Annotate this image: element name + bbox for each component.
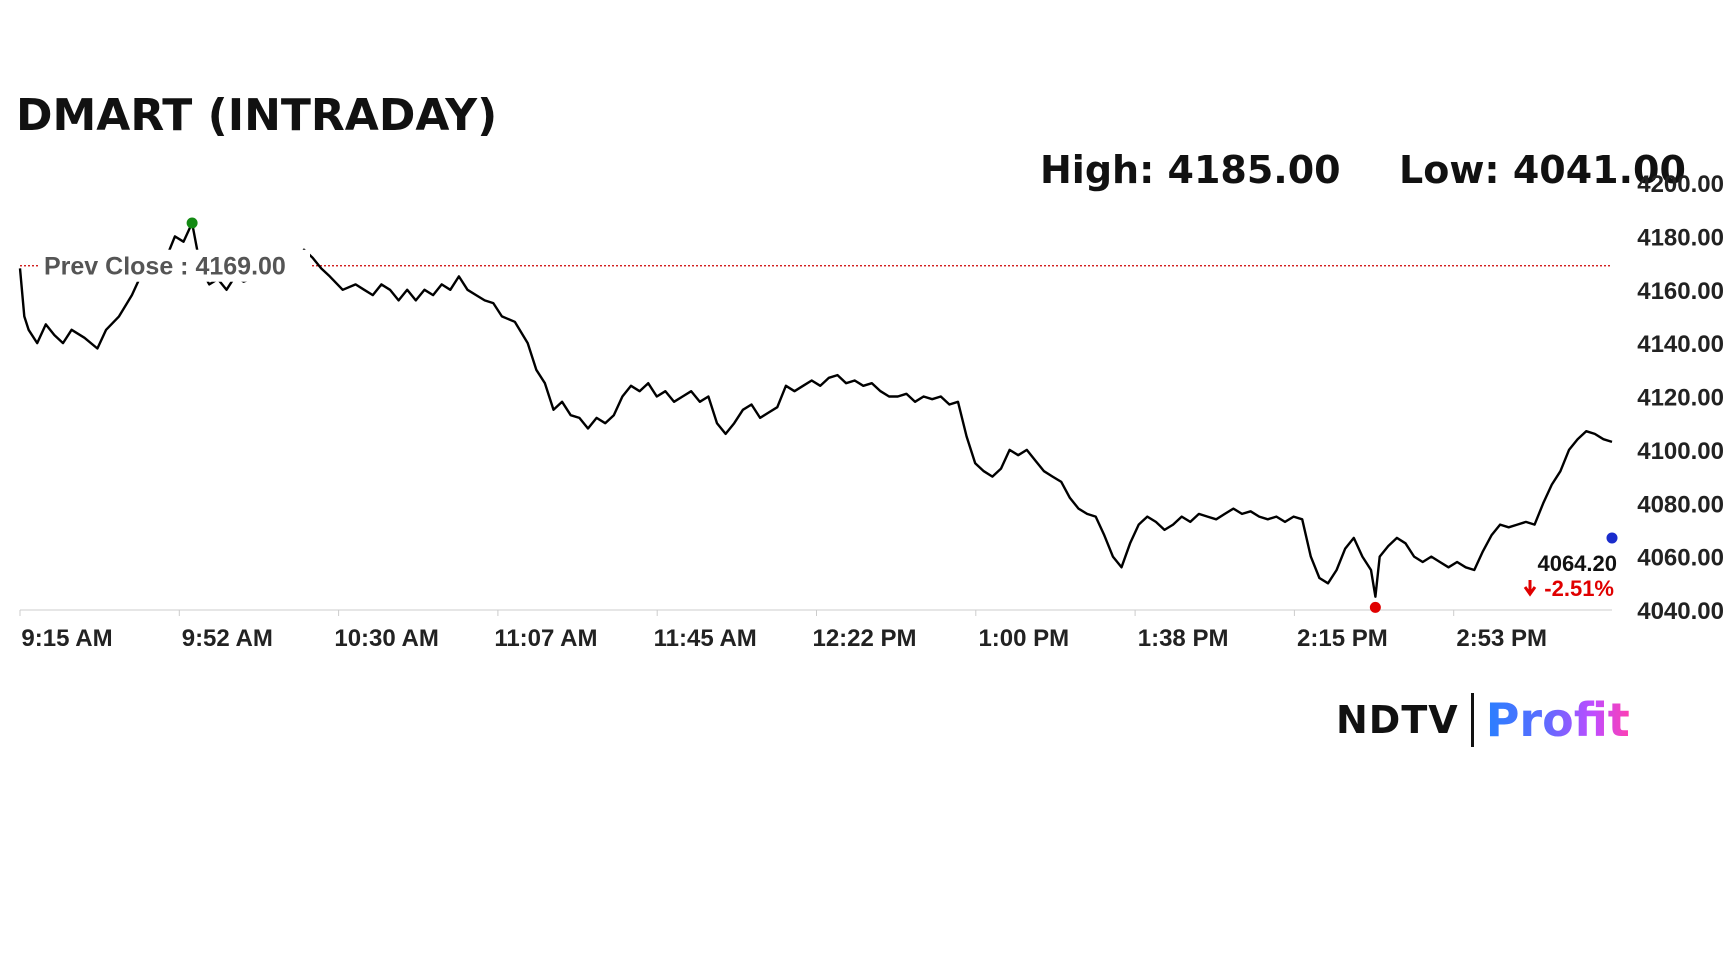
profit-wordmark: Profit	[1485, 693, 1630, 747]
down-arrow-icon	[1523, 580, 1537, 597]
prev-close-label: Prev Close : 4169.00	[44, 253, 286, 281]
y-tick-label: 4120.00	[1637, 385, 1724, 412]
y-tick-label: 4040.00	[1637, 598, 1724, 625]
logo-divider	[1470, 693, 1474, 747]
x-tick-label: 1:38 PM	[1138, 625, 1229, 652]
last-price-label: 4064.20	[1537, 551, 1617, 576]
x-tick-label: 2:15 PM	[1297, 625, 1388, 652]
y-tick-label: 4160.00	[1637, 278, 1724, 305]
high-value: High: 4185.00	[1040, 148, 1341, 192]
x-tick-label: 11:07 AM	[494, 625, 597, 652]
x-tick-label: 11:45 AM	[654, 625, 757, 652]
change-percent-label: -2.51%	[1544, 576, 1614, 601]
x-tick-label: 1:00 PM	[978, 625, 1069, 652]
y-tick-label: 4180.00	[1637, 224, 1724, 251]
x-tick-label: 2:53 PM	[1456, 625, 1547, 652]
low-value: Low: 4041.00	[1399, 148, 1686, 192]
page-title: DMART (INTRADAY)	[16, 90, 498, 141]
high-marker	[186, 217, 198, 229]
y-tick-label: 4100.00	[1637, 438, 1724, 465]
prev-close-label-bg	[38, 249, 310, 282]
ndtv-wordmark: NDTV	[1336, 698, 1459, 742]
ndtv-profit-logo: NDTV Profit	[1336, 690, 1630, 750]
y-tick-label: 4140.00	[1637, 331, 1724, 358]
x-tick-label: 9:52 AM	[182, 625, 273, 652]
x-tick-label: 10:30 AM	[334, 625, 438, 652]
y-tick-label: 4060.00	[1637, 545, 1724, 572]
x-tick-label: 12:22 PM	[812, 625, 916, 652]
low-marker	[1369, 601, 1381, 613]
x-tick-label: 9:15 AM	[21, 625, 112, 652]
last-price-marker	[1606, 532, 1618, 544]
y-tick-label: 4080.00	[1637, 491, 1724, 518]
y-tick-label: 4200.00	[1637, 171, 1724, 198]
